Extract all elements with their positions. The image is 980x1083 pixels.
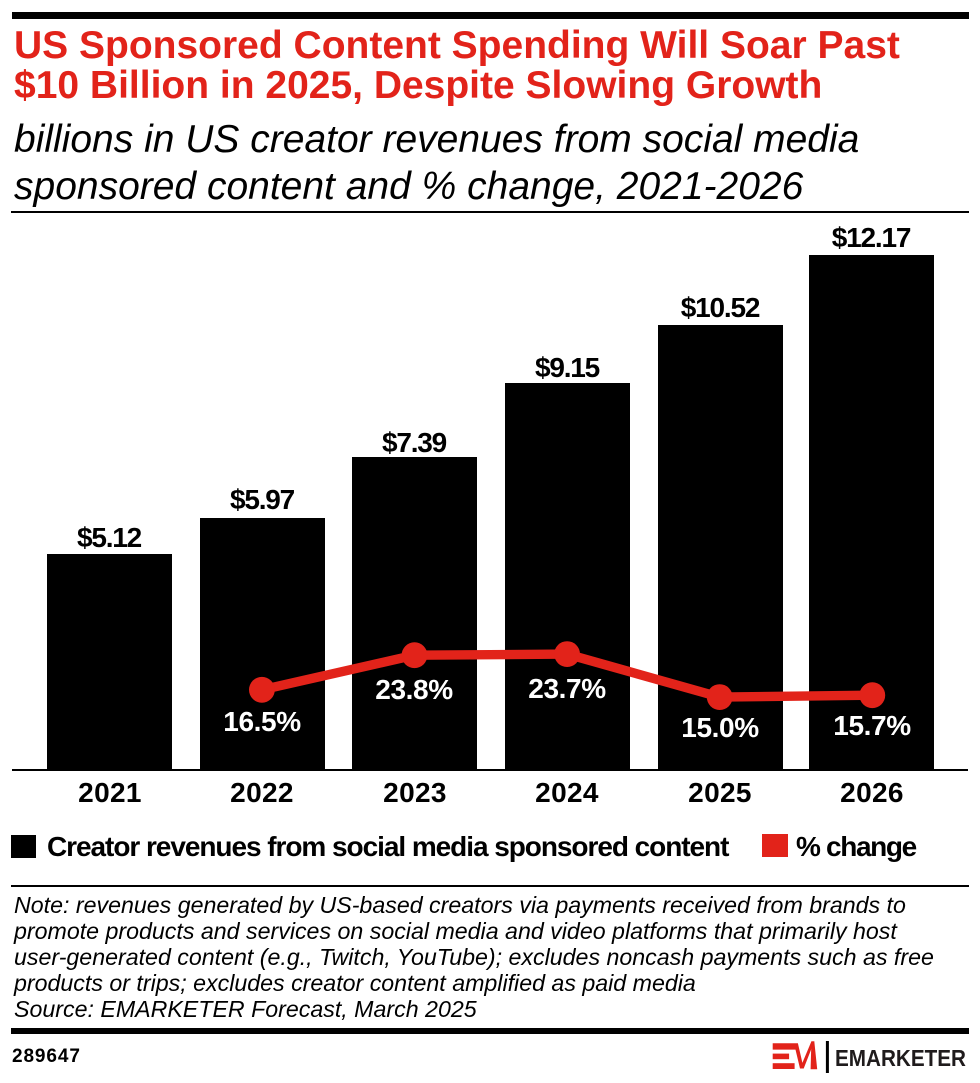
svg-text:EMARKETER: EMARKETER [835, 1045, 966, 1071]
